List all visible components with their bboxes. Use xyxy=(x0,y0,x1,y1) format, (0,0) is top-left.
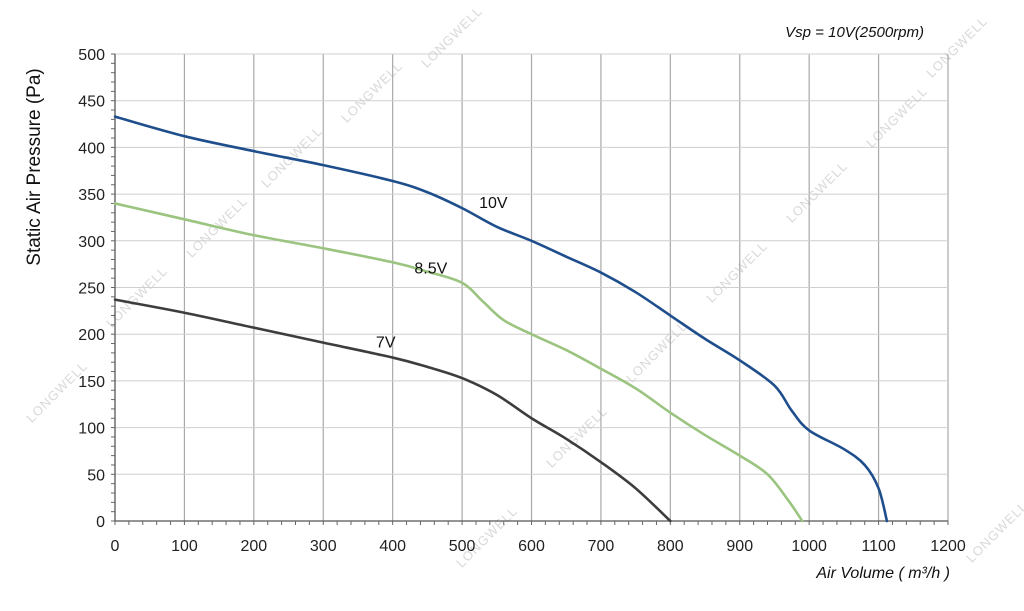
x-tick-label: 700 xyxy=(588,538,615,555)
x-tick-label: 0 xyxy=(111,538,120,555)
series-line-8-5v xyxy=(113,202,804,523)
y-axis-label: Static Air Pressure (Pa) xyxy=(24,68,45,265)
y-tick-label: 300 xyxy=(78,234,105,251)
series-layer xyxy=(113,115,889,523)
watermark-text: LONGWELL xyxy=(258,123,325,190)
series-label-7v: 7V xyxy=(376,334,396,351)
x-tick-label: 600 xyxy=(518,538,545,555)
watermark-text: LONGWELL xyxy=(783,158,850,225)
y-tick-label: 100 xyxy=(78,421,105,438)
series-label-10v: 10V xyxy=(479,195,508,212)
y-tick-label: 200 xyxy=(78,327,105,344)
x-tick-label: 500 xyxy=(449,538,476,555)
x-tick-label: 400 xyxy=(379,538,406,555)
watermark-text: LONGWELL xyxy=(23,358,90,425)
y-tick-label: 50 xyxy=(87,467,105,484)
series-label-8-5v: 8.5V xyxy=(414,260,447,277)
x-tick-label: 100 xyxy=(171,538,198,555)
x-tick-label: 1000 xyxy=(791,538,827,555)
watermark-layer: LONGWELLLONGWELLLONGWELLLONGWELLLONGWELL… xyxy=(23,3,1024,570)
x-axis-label: Air Volume ( m³/h ) xyxy=(815,565,950,582)
y-tick-label: 450 xyxy=(78,94,105,111)
speed-note: Vsp = 10V(2500rpm) xyxy=(785,24,924,41)
x-tick-label: 900 xyxy=(726,538,753,555)
watermark-text: LONGWELL xyxy=(703,238,770,305)
watermark-text: LONGWELL xyxy=(453,503,520,570)
y-tick-label: 350 xyxy=(78,187,105,204)
x-tick-label: 200 xyxy=(240,538,267,555)
axes xyxy=(111,53,949,525)
series-labels: 10V 8.5V 7V xyxy=(376,195,508,351)
watermark-text: LONGWELL xyxy=(418,3,485,70)
y-tick-label: 250 xyxy=(78,281,105,298)
x-tick-label: 1200 xyxy=(930,538,966,555)
tick-labels: 0 100 200 300 400 500 600 700 800 900 1000 1100 1200… xyxy=(78,47,966,555)
watermark-text: LONGWELL xyxy=(923,13,990,80)
watermark-text: LONGWELL xyxy=(623,318,690,385)
y-tick-label: 500 xyxy=(78,47,105,64)
watermark-text: LONGWELL xyxy=(863,83,930,150)
x-tick-label: 300 xyxy=(310,538,337,555)
series-line-10v xyxy=(113,115,889,523)
watermark-text: LONGWELL xyxy=(963,498,1024,565)
x-tick-label: 1100 xyxy=(861,538,896,555)
watermark-text: LONGWELL xyxy=(338,58,405,125)
y-tick-label: 400 xyxy=(78,140,105,157)
y-tick-label: 150 xyxy=(78,374,105,391)
x-tick-label: 800 xyxy=(657,538,684,555)
grid xyxy=(114,53,949,522)
series-line-7v xyxy=(113,298,672,523)
y-tick-label: 0 xyxy=(96,514,105,531)
